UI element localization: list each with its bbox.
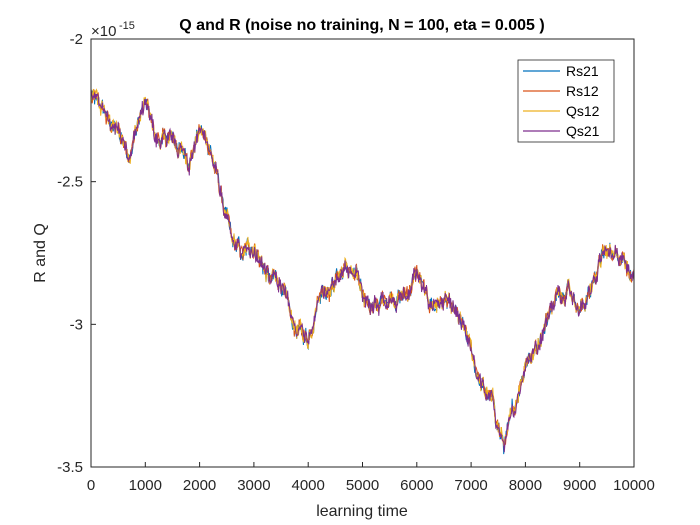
x-tick-label: 4000 <box>292 477 325 494</box>
legend-label-qs21: Qs21 <box>566 123 600 139</box>
x-tick-label: 7000 <box>454 477 487 494</box>
y-tick-label: -2.5 <box>57 174 83 191</box>
y-axis-label: R and Q <box>32 223 49 283</box>
legend: Rs21 Rs12 Qs12 Qs21 <box>517 59 615 143</box>
x-tick-label: 3000 <box>237 477 270 494</box>
x-tick-label: 1000 <box>129 477 162 494</box>
legend-label-qs12: Qs12 <box>566 103 600 119</box>
legend-label-rs21: Rs21 <box>566 63 599 79</box>
series-layer <box>90 88 635 455</box>
series-line-qs21 <box>90 89 635 453</box>
y-tick-label: -2 <box>70 31 83 48</box>
x-tick-label: 6000 <box>400 477 433 494</box>
y-exponent-power: -15 <box>119 20 135 32</box>
ticks-layer: 0 1000 2000 3000 4000 5000 6000 7000 8000 9000 100… <box>57 31 655 494</box>
x-tick-label: 2000 <box>183 477 216 494</box>
x-tick-label: 0 <box>87 477 95 494</box>
x-tick-label: 8000 <box>509 477 542 494</box>
legend-label-rs12: Rs12 <box>566 83 599 99</box>
y-tick-label: -3.5 <box>57 459 83 476</box>
x-axis-label: learning time <box>316 503 408 520</box>
legend-box <box>517 59 615 143</box>
x-tick-label: 5000 <box>346 477 379 494</box>
chart-title: Q and R (noise no training, N = 100, eta… <box>179 17 544 34</box>
x-tick-label: 10000 <box>613 477 655 494</box>
legend-entries: Rs21 Rs12 Qs12 Qs21 <box>523 63 600 139</box>
y-exponent-base: ×10 <box>91 23 116 40</box>
y-tick-label: -3 <box>70 316 83 333</box>
x-tick-label: 9000 <box>563 477 596 494</box>
